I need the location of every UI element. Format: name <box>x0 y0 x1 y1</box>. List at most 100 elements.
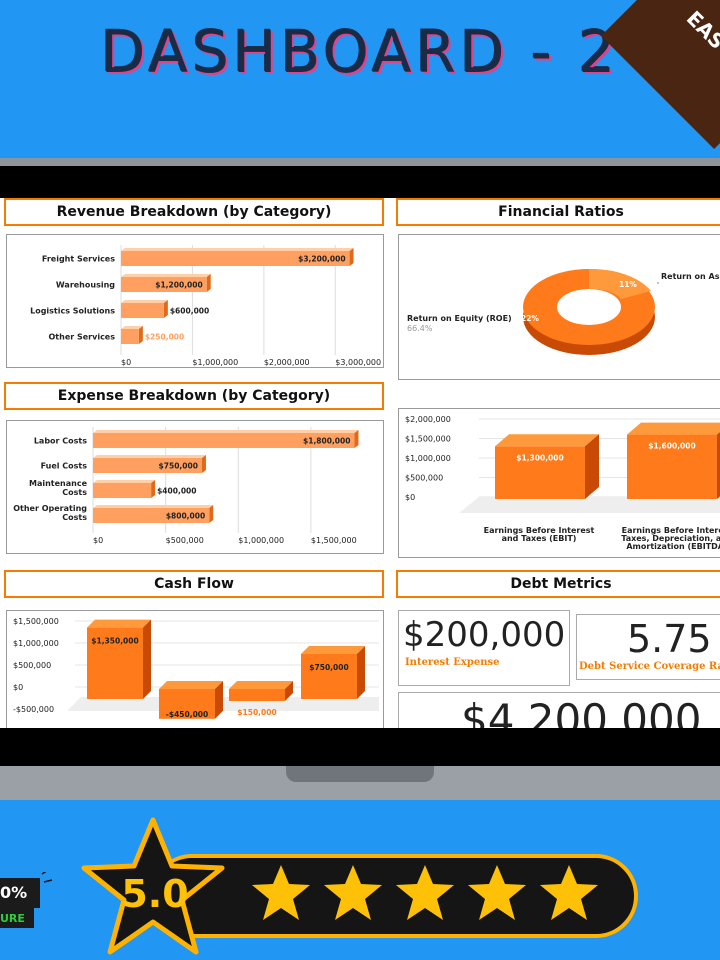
star-icon <box>252 865 310 920</box>
axis-tick-label: $500,000 <box>13 661 51 670</box>
bar <box>121 251 350 266</box>
bar <box>93 508 210 523</box>
bar-side <box>215 681 223 719</box>
axis-tick-label: $1,500,000 <box>311 536 357 545</box>
guarantee-badge: 0% URE <box>0 872 53 928</box>
category-label: Earnings Before Interest <box>484 526 595 535</box>
ebit-chart-box: $2,000,000 $1,500,000 $1,000,000 $500,000 $0… <box>398 408 720 558</box>
category-label: Maintenance <box>29 479 88 488</box>
bar-top <box>495 434 599 447</box>
bar <box>93 433 355 448</box>
cashflow-chart: $1,500,000 $1,000,000 $500,000 $0 -$500,000 $… <box>13 617 379 719</box>
axis-tick-label: $0 <box>13 683 23 692</box>
data-label: $1,300,000 <box>516 453 563 462</box>
bar-side <box>143 619 151 699</box>
interest-expense-card: $200,000 Interest Expense <box>398 610 570 686</box>
star-shape <box>252 865 310 920</box>
category-label: Earnings Before Interest <box>622 526 720 535</box>
bar-top <box>301 646 365 654</box>
axis-tick-label: -$500,000 <box>13 705 54 714</box>
category-label: Logistics Solutions <box>30 307 115 316</box>
cashflow-panel-title: Cash Flow <box>4 570 384 598</box>
bar-side <box>357 646 365 699</box>
axis-tick-label: $2,000,000 <box>264 358 310 367</box>
bar-side <box>151 480 156 498</box>
roe-value: 66.4% <box>407 324 433 333</box>
axis-tick-label: $1,000,000 <box>405 454 451 463</box>
expense-chart: $0 $500,000 $1,000,000 $1,500,000 Labor Cost… <box>13 427 359 545</box>
bar <box>159 689 215 719</box>
bar-side <box>285 681 293 701</box>
bar-side <box>717 432 720 499</box>
axis-tick-label: $1,500,000 <box>13 617 59 626</box>
total-debt-card: $4,200,000 <box>398 692 720 728</box>
bar-top <box>121 300 168 303</box>
bar-side <box>206 274 211 292</box>
data-label: $150,000 <box>237 708 276 717</box>
revenue-chart-box: $0 $1,000,000 $2,000,000 $3,000,000 Freight … <box>6 234 384 368</box>
bar <box>121 277 207 292</box>
rating-score: 5.0 <box>121 872 189 916</box>
dscr-card: 5.75 Debt Service Coverage Rat <box>576 614 720 680</box>
badge-word: URE <box>0 912 25 925</box>
category-label: Fuel Costs <box>41 462 88 471</box>
star-icon <box>540 865 598 920</box>
bar <box>229 689 285 701</box>
bar-top <box>121 274 211 277</box>
axis-tick-label: $500,000 <box>166 536 204 545</box>
bar-top <box>627 422 720 435</box>
rating-star-badge-icon <box>81 817 225 955</box>
donut-hole <box>557 289 621 325</box>
pct-11-label: 11% <box>619 280 637 289</box>
roe-label: Return on Equity (ROE) <box>407 314 512 323</box>
star-shape <box>468 865 526 920</box>
axis-tick-label: $500,000 <box>405 474 443 483</box>
axis-tick-label: $1,500,000 <box>405 435 451 444</box>
bar <box>121 303 164 318</box>
dscr-label: Debt Service Coverage Rat <box>579 661 720 672</box>
pct-22-label: 22% <box>521 314 539 323</box>
expense-chart-box: $0 $500,000 $1,000,000 $1,500,000 Labor Cost… <box>6 420 384 554</box>
star-shape <box>396 865 454 920</box>
category-label: Labor Costs <box>34 437 87 446</box>
axis-tick-label: $0 <box>405 493 415 502</box>
revenue-panel-title: Revenue Breakdown (by Category) <box>4 198 384 226</box>
data-label: $1,200,000 <box>155 281 202 290</box>
star-shape <box>540 865 598 920</box>
bar-side <box>354 430 359 448</box>
category-label: and Taxes (EBIT) <box>502 534 577 543</box>
data-label: $750,000 <box>309 663 348 672</box>
dashboard-screenshot: Revenue Breakdown (by Category) $0 $1,000… <box>0 198 720 728</box>
page-title: DASHBOARD - 2 <box>100 18 620 86</box>
data-label: $800,000 <box>166 512 205 521</box>
bar <box>93 483 152 498</box>
bar-top <box>87 619 151 628</box>
data-label: $750,000 <box>159 462 198 471</box>
data-label: $1,800,000 <box>303 437 350 446</box>
chart-floor <box>459 497 720 513</box>
axis-tick-label: $0 <box>93 536 103 545</box>
data-label: $250,000 <box>145 333 184 342</box>
bar-top <box>229 681 293 689</box>
bar-side <box>585 434 599 499</box>
bar-top <box>93 455 206 458</box>
star-shape <box>324 865 382 920</box>
axis-tick-label: $1,000,000 <box>13 639 59 648</box>
bar-side <box>201 455 206 473</box>
bar-side <box>138 326 143 344</box>
bar <box>121 329 139 344</box>
laptop-screen: Revenue Breakdown (by Category) $0 $1,000… <box>0 166 720 766</box>
category-label: Taxes, Depreciation, and <box>621 534 720 543</box>
total-debt-value: $4,200,000 <box>461 695 702 728</box>
data-label: $1,600,000 <box>648 442 695 451</box>
ebit-chart: $2,000,000 $1,500,000 $1,000,000 $500,000 $0… <box>405 415 720 551</box>
axis-tick-label: $1,000,000 <box>238 536 284 545</box>
bar <box>301 654 357 699</box>
ratios-chart-box: 11% 22% Return on Ass Return on Equity (… <box>398 234 720 380</box>
ratios-panel-title: Financial Ratios <box>396 198 720 226</box>
interest-expense-value: $200,000 <box>403 615 566 655</box>
category-label: Amortization (EBITDA) <box>626 542 720 551</box>
data-label: -$450,000 <box>166 710 209 719</box>
dscr-value: 5.75 <box>627 617 712 661</box>
debt-panel-title: Debt Metrics <box>396 570 720 598</box>
